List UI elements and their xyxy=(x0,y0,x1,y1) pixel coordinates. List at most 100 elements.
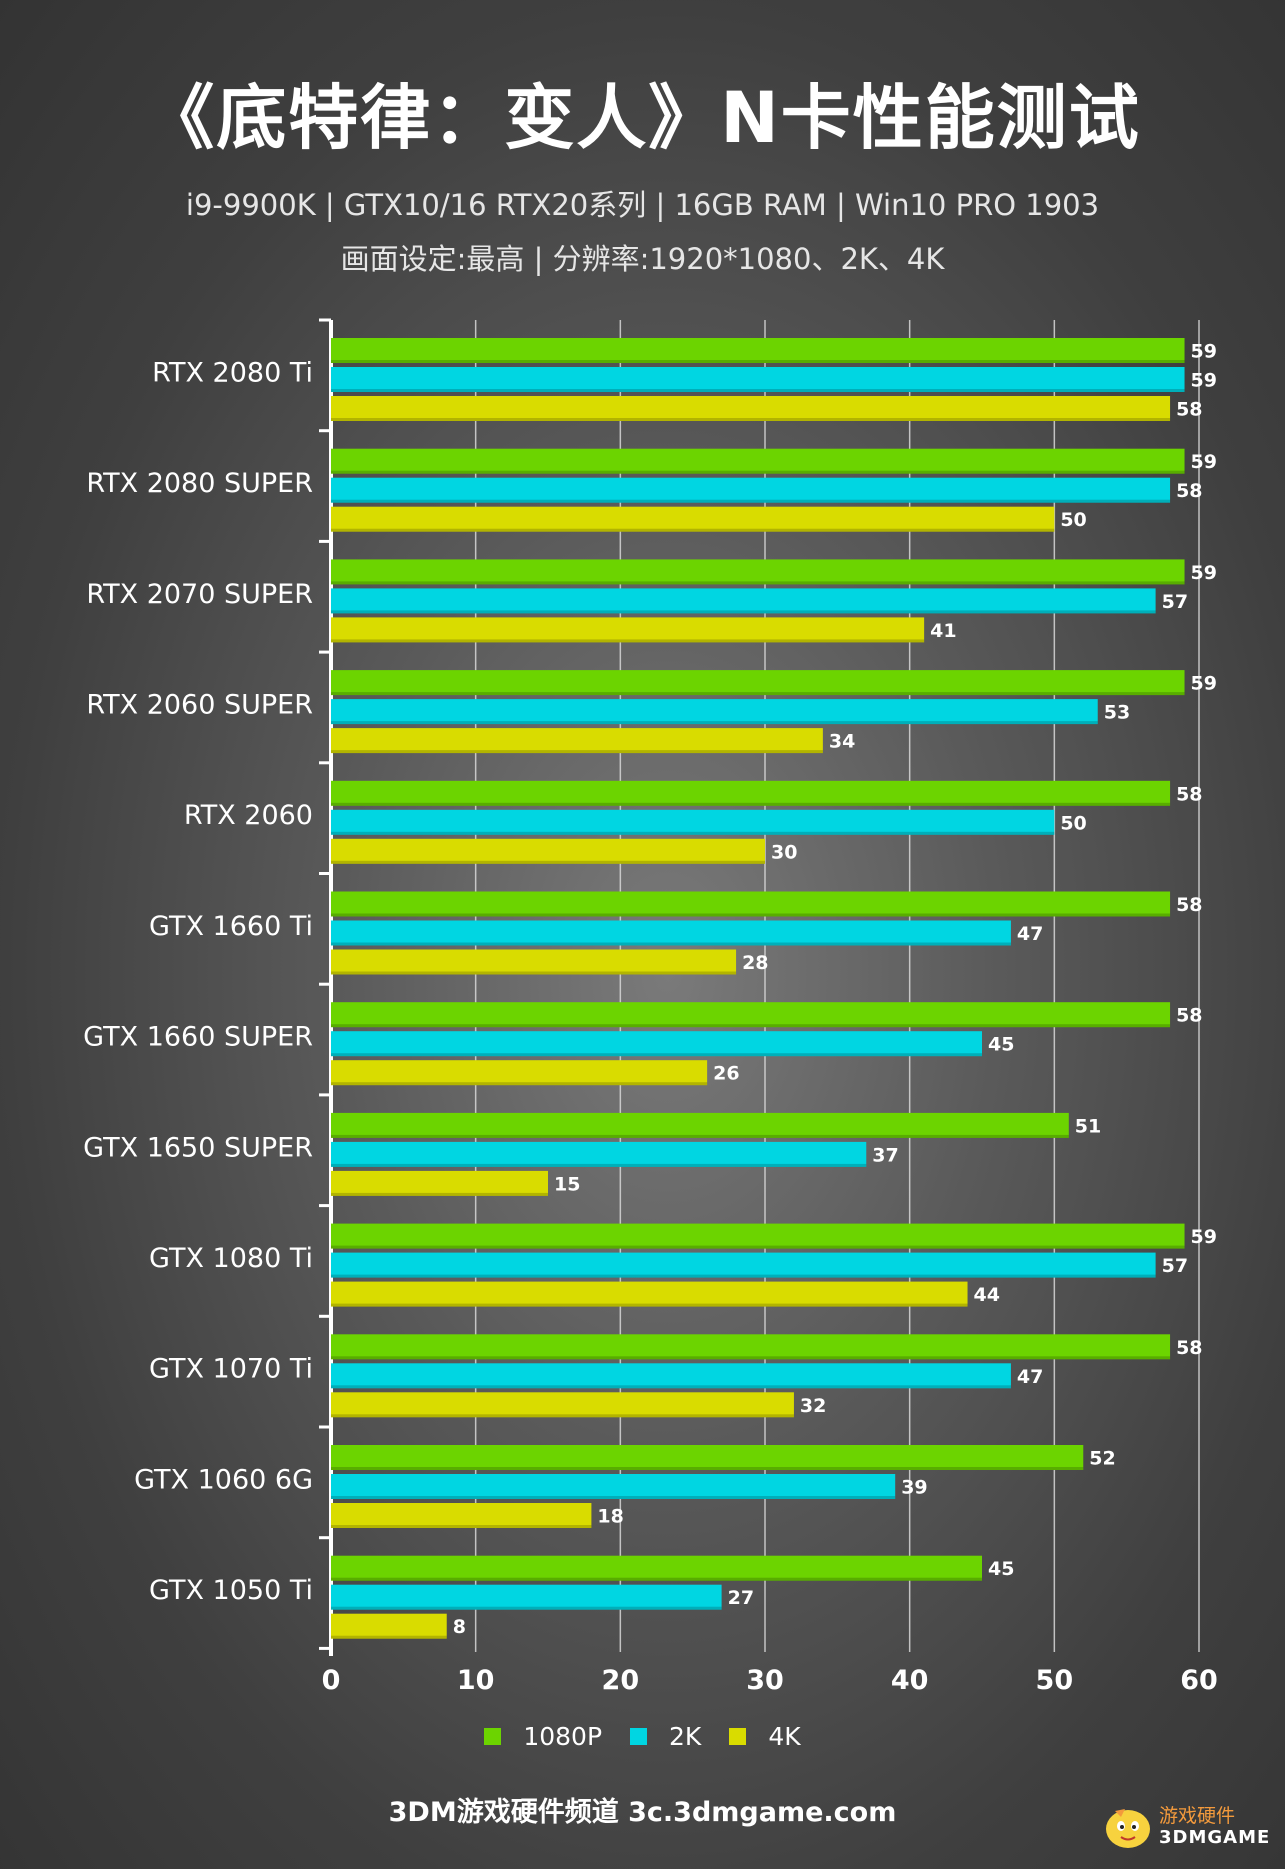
data-label: 58 xyxy=(1176,1337,1202,1359)
category-label: GTX 1660 Ti xyxy=(149,911,313,942)
bar xyxy=(331,1141,867,1167)
chart-subtitle-hardware: i9-9900K | GTX10/16 RTX20系列 | 16GB RAM |… xyxy=(185,188,1100,222)
bar-shadow xyxy=(331,528,1055,532)
data-label: 59 xyxy=(1191,1226,1217,1248)
bar xyxy=(331,1281,968,1307)
bar-shadow xyxy=(331,971,737,975)
chart-subtitle-settings: 画面设定:最高 | 分辨率:1920*1080、2K、4K xyxy=(340,242,945,276)
legend-label-2k: 2K xyxy=(669,1722,702,1751)
bar xyxy=(331,1555,982,1581)
data-label: 27 xyxy=(728,1587,754,1609)
footer-source: 3DM游戏硬件频道 3c.3dmgame.com xyxy=(388,1797,897,1828)
bar-shadow xyxy=(331,1635,447,1639)
bar-shadow xyxy=(331,1245,1185,1249)
bar xyxy=(331,780,1171,806)
bar-shadow xyxy=(331,831,1055,835)
bar xyxy=(331,809,1055,835)
legend-item-2k: 2K xyxy=(630,1722,701,1751)
data-label: 45 xyxy=(988,1558,1014,1580)
bar-shadow xyxy=(331,1303,968,1307)
data-label: 51 xyxy=(1075,1115,1101,1137)
data-label: 59 xyxy=(1191,370,1217,392)
bar-shadow xyxy=(331,639,925,643)
watermark-logo: 游戏硬件 3DMGAME xyxy=(1101,1797,1271,1857)
legend-item-4k: 4K xyxy=(729,1722,801,1751)
legend-swatch-1080p xyxy=(484,1728,502,1745)
data-label: 15 xyxy=(554,1173,580,1195)
data-label: 30 xyxy=(771,841,797,863)
bar xyxy=(331,617,925,643)
bar xyxy=(331,1584,722,1610)
x-tick-label: 40 xyxy=(891,1665,929,1696)
bar xyxy=(331,838,765,864)
category-label: RTX 2060 xyxy=(184,800,313,831)
data-label: 58 xyxy=(1176,783,1202,805)
bar-shadow xyxy=(331,1163,867,1167)
data-label: 47 xyxy=(1017,1366,1043,1388)
data-label: 50 xyxy=(1060,509,1086,531)
data-label: 39 xyxy=(901,1477,927,1499)
bar xyxy=(331,728,823,754)
bar xyxy=(331,1223,1185,1249)
legend-item-1080p: 1080P xyxy=(484,1722,602,1751)
bar-shadow xyxy=(331,1192,548,1196)
bar xyxy=(331,1474,896,1499)
bar-shadow xyxy=(331,692,1185,696)
bar-shadow xyxy=(331,1577,982,1581)
bar-shadow xyxy=(331,913,1171,917)
category-label: RTX 2060 SUPER xyxy=(86,689,313,720)
bar xyxy=(331,1503,592,1528)
category-label: GTX 1060 6G xyxy=(134,1464,313,1495)
category-label: GTX 1080 Ti xyxy=(149,1243,313,1274)
bar-shadow xyxy=(331,499,1171,503)
bar xyxy=(331,477,1171,503)
bar-shadow xyxy=(331,418,1171,421)
x-tick-label: 60 xyxy=(1180,1665,1218,1696)
bar-shadow xyxy=(331,1134,1069,1138)
data-label: 45 xyxy=(988,1034,1014,1056)
data-label: 52 xyxy=(1089,1448,1115,1470)
bar-shadow xyxy=(331,389,1185,392)
bar xyxy=(331,448,1185,474)
category-label: GTX 1650 SUPER xyxy=(83,1132,313,1163)
watermark-text-brand: 3DMGAME xyxy=(1159,1827,1271,1848)
bar xyxy=(331,1170,548,1196)
bar-shadow xyxy=(331,802,1171,806)
bar xyxy=(331,949,737,975)
bar xyxy=(331,1002,1171,1028)
data-label: 37 xyxy=(872,1144,898,1166)
data-label: 57 xyxy=(1162,1255,1188,1277)
bar xyxy=(331,338,1185,363)
data-label: 57 xyxy=(1162,591,1188,613)
bar-shadow xyxy=(331,1385,1011,1389)
data-label: 18 xyxy=(597,1506,623,1528)
data-label: 59 xyxy=(1191,673,1217,695)
bar-shadow xyxy=(331,1606,722,1610)
mascot-icon xyxy=(1106,1809,1150,1848)
chart-legend: 1080P 2K 4K xyxy=(0,1722,1285,1751)
data-label: 58 xyxy=(1176,480,1202,502)
bar xyxy=(331,1363,1011,1389)
bar-shadow xyxy=(331,1024,1171,1028)
data-label: 53 xyxy=(1104,702,1130,724)
data-label: 28 xyxy=(742,952,768,974)
bar-shadow xyxy=(331,1082,708,1086)
category-label: RTX 2080 Ti xyxy=(152,357,313,388)
bar xyxy=(331,367,1185,392)
data-label: 58 xyxy=(1176,1005,1202,1027)
bar xyxy=(331,396,1171,421)
data-label: 59 xyxy=(1191,451,1217,473)
watermark-text-cn: 游戏硬件 xyxy=(1159,1805,1236,1827)
category-label: GTX 1050 Ti xyxy=(149,1575,313,1606)
legend-label-1080p: 1080P xyxy=(523,1722,603,1751)
data-label: 59 xyxy=(1191,562,1217,584)
bar-shadow xyxy=(331,860,765,864)
bar-shadow xyxy=(331,721,1098,725)
data-label: 26 xyxy=(713,1063,739,1085)
data-label: 44 xyxy=(974,1284,1000,1306)
bar xyxy=(331,1392,794,1418)
bar-shadow xyxy=(331,1356,1171,1360)
data-label: 41 xyxy=(930,620,956,642)
bar-shadow xyxy=(331,1274,1156,1278)
category-label: RTX 2070 SUPER xyxy=(86,579,313,610)
